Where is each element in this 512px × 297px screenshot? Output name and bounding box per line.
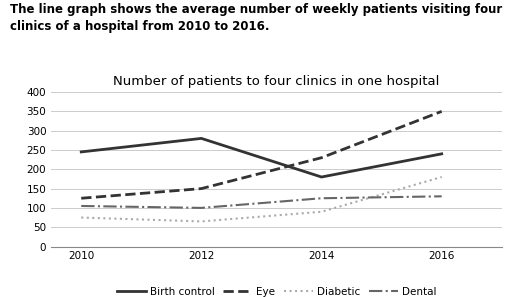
Title: Number of patients to four clinics in one hospital: Number of patients to four clinics in on… — [113, 75, 440, 88]
Legend: Birth control, Eye, Diabetic, Dental: Birth control, Eye, Diabetic, Dental — [112, 283, 441, 297]
Text: The line graph shows the average number of weekly patients visiting four
clinics: The line graph shows the average number … — [10, 3, 502, 33]
